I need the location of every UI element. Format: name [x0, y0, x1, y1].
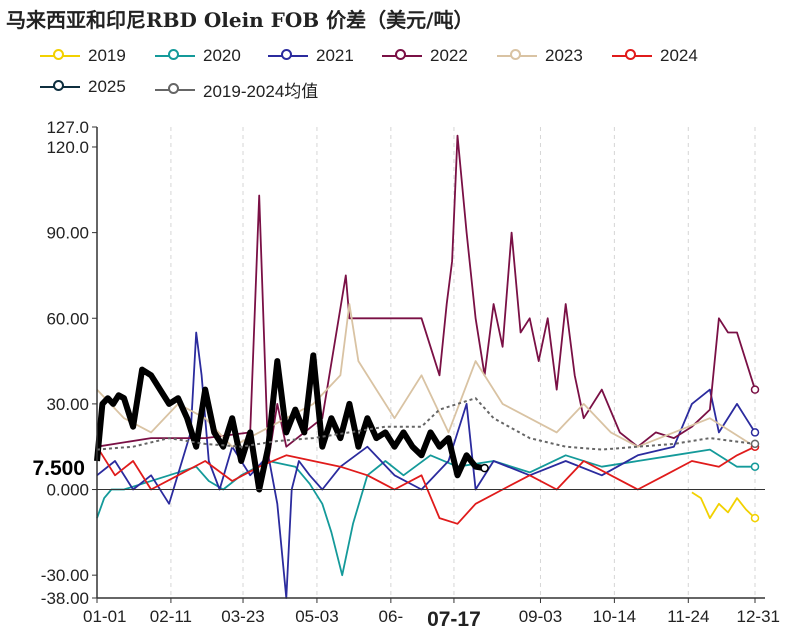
- axes: [92, 126, 765, 603]
- legend-label: 2021: [316, 46, 354, 65]
- series-end-marker: [750, 462, 760, 471]
- legend-swatch: [382, 48, 422, 64]
- legend-label: 2023: [545, 46, 583, 65]
- x-tick-label: 11-24: [667, 607, 709, 626]
- legend-swatch: [155, 82, 195, 98]
- x-tick-label: 12-31: [737, 607, 780, 626]
- current-value-label: 7.500: [32, 457, 85, 480]
- legend-item[interactable]: 2025: [40, 77, 126, 97]
- series-end-marker: [480, 463, 489, 473]
- y-tick-label: 127.0: [46, 118, 89, 137]
- legend-item[interactable]: 2020: [155, 46, 241, 66]
- series-line-2023: [96, 303, 756, 448]
- legend-item[interactable]: 2019-2024均值: [155, 77, 318, 102]
- legend-item[interactable]: 2022: [382, 46, 468, 66]
- y-tick-label: 120.0: [46, 138, 89, 157]
- series-line-2019-2024均值: [96, 397, 756, 451]
- legend-swatch: [497, 48, 537, 64]
- x-tick-label: 09-03: [519, 607, 562, 626]
- legend-item[interactable]: 2023: [497, 46, 583, 66]
- series-end-marker: [750, 439, 760, 449]
- legend-swatch: [40, 79, 80, 95]
- x-tick-label: 07-17: [427, 608, 481, 631]
- series-line-2019: [691, 491, 756, 519]
- legend-swatch: [155, 48, 195, 64]
- x-tick-label: 01-01: [83, 607, 126, 626]
- x-tick-label: 02-11: [150, 607, 192, 626]
- y-tick-label: 0.000: [46, 481, 89, 500]
- legend-swatch: [40, 48, 80, 64]
- y-tick-label: 90.00: [46, 224, 89, 243]
- legend-swatch: [268, 48, 308, 64]
- series-lines: [94, 134, 760, 599]
- legend-item[interactable]: 2024: [612, 46, 698, 66]
- y-tick-label: 60.00: [46, 309, 89, 328]
- legend-item[interactable]: 2021: [268, 46, 354, 66]
- series-line-2024: [96, 445, 756, 525]
- legend-label: 2025: [88, 77, 126, 96]
- y-tick-label: 30.00: [46, 395, 89, 414]
- series-end-marker: [750, 513, 760, 523]
- legend-label: 2024: [660, 46, 698, 65]
- legend-label: 2022: [430, 46, 468, 65]
- legend-label: 2020: [203, 46, 241, 65]
- series-line-2021: [96, 331, 756, 599]
- legend-label: 2019: [88, 46, 126, 65]
- legend-item[interactable]: 2019: [40, 46, 126, 66]
- x-tick-label: 05-03: [295, 607, 338, 626]
- y-tick-label: -38.00: [41, 589, 89, 608]
- legend-swatch: [612, 48, 652, 64]
- series-end-marker: [750, 385, 760, 394]
- x-tick-label: 10-14: [593, 607, 636, 626]
- y-tick-label: -30.00: [41, 566, 89, 585]
- legend-label: 2019-2024均值: [203, 82, 319, 101]
- x-tick-label: 03-23: [221, 607, 264, 626]
- x-tick-label: 06-: [379, 607, 404, 626]
- gridlines: [96, 127, 756, 598]
- chart-title: 马来西亚和印尼RBD Olein FOB 价差（美元/吨）: [6, 8, 474, 32]
- series-line-2020: [96, 448, 755, 577]
- series-line-2025: [94, 352, 486, 493]
- series-end-marker: [750, 428, 760, 437]
